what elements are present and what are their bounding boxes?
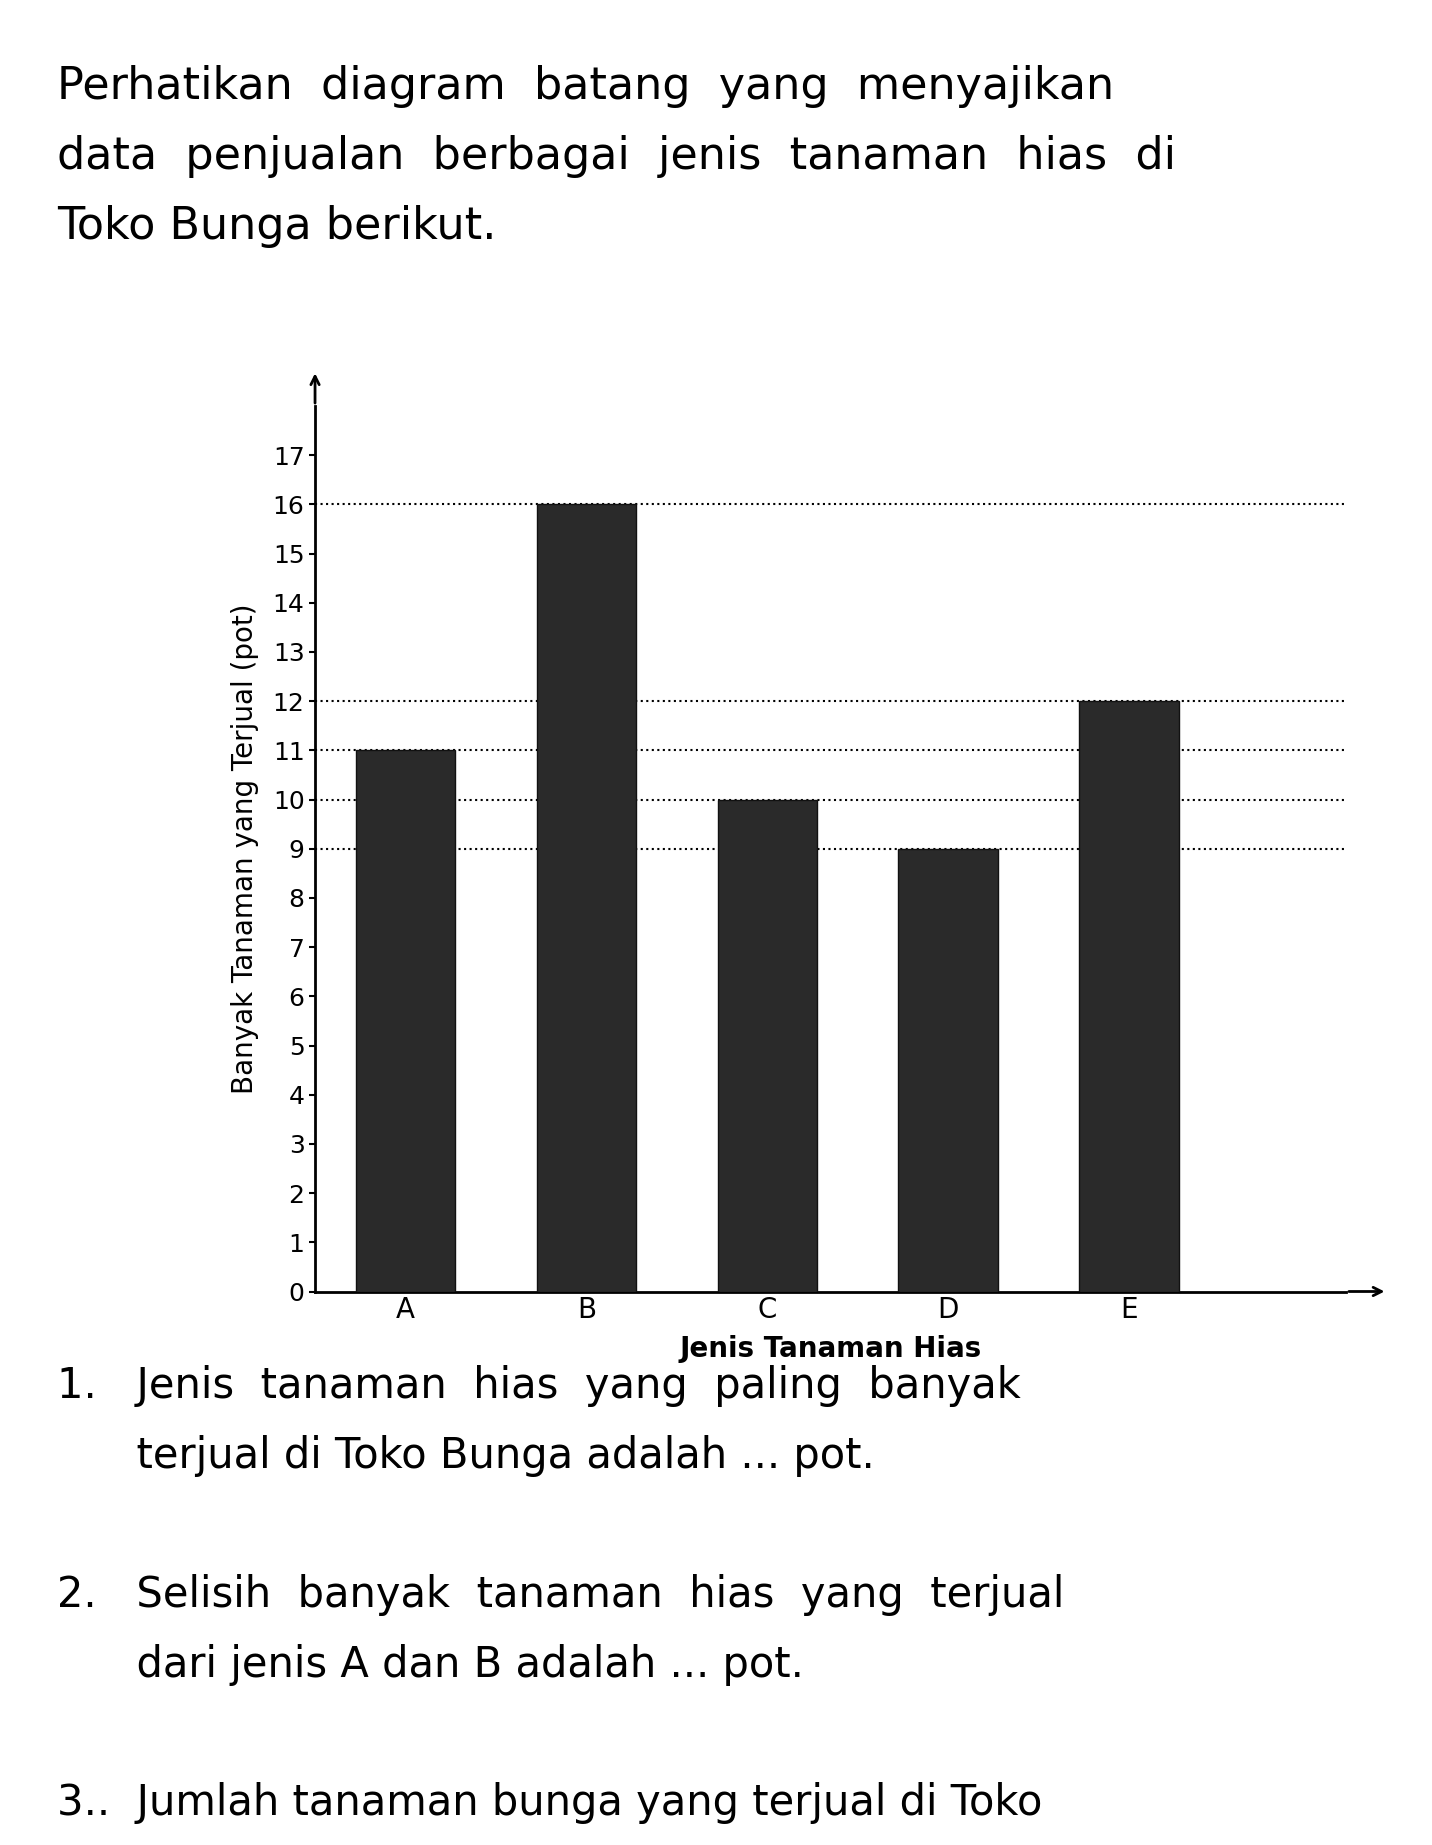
Text: dari jenis A dan B adalah ... pot.: dari jenis A dan B adalah ... pot. [57,1644,805,1686]
Bar [1080,701,1179,1292]
Text: 1.   Jenis  tanaman  hias  yang  paling  banyak: 1. Jenis tanaman hias yang paling banyak [57,1365,1021,1408]
Text: Toko Bunga berikut.: Toko Bunga berikut. [57,205,497,247]
Text: Perhatikan  diagram  batang  yang  menyajikan: Perhatikan diagram batang yang menyajika… [57,65,1114,107]
Bar [898,849,998,1292]
Text: 3..  Jumlah tanaman bunga yang terjual di Toko: 3.. Jumlah tanaman bunga yang terjual di… [57,1782,1042,1825]
Text: data  penjualan  berbagai  jenis  tanaman  hias  di: data penjualan berbagai jenis tanaman hi… [57,135,1176,177]
Text: terjual di Toko Bunga adalah ... pot.: terjual di Toko Bunga adalah ... pot. [57,1435,875,1478]
Text: 2.   Selisih  banyak  tanaman  hias  yang  terjual: 2. Selisih banyak tanaman hias yang terj… [57,1574,1064,1616]
X-axis label: Jenis Tanaman Hias: Jenis Tanaman Hias [679,1336,982,1363]
Y-axis label: Banyak Tanaman yang Terjual (pot): Banyak Tanaman yang Terjual (pot) [231,603,259,1094]
Bar [537,504,636,1292]
Bar [717,799,818,1292]
Bar [355,751,455,1292]
